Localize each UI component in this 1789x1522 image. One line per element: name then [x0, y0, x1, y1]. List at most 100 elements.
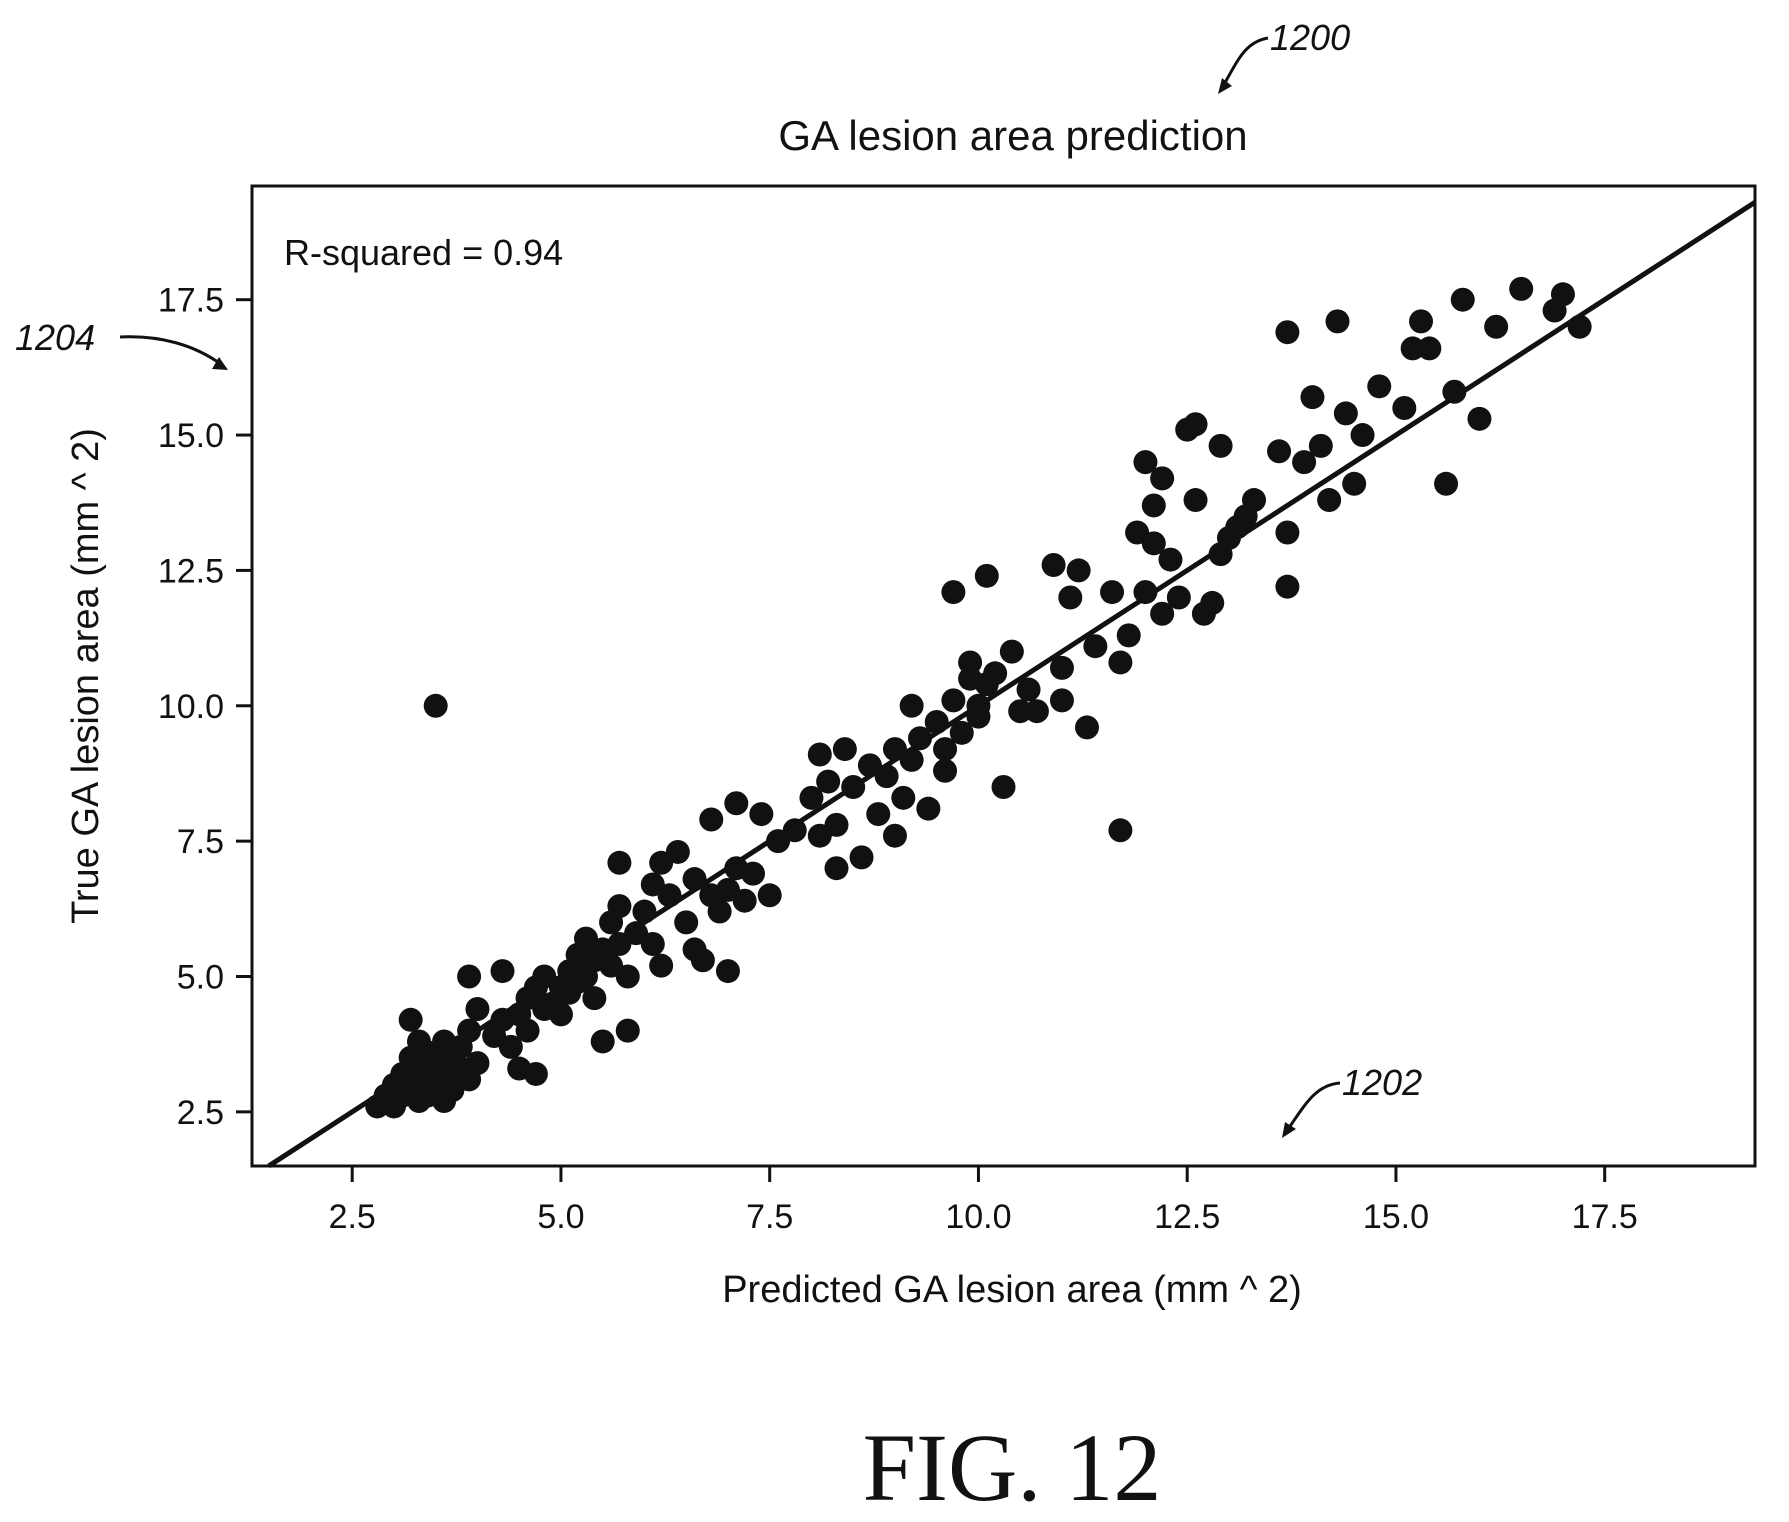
- data-point: [807, 742, 832, 767]
- data-point: [649, 953, 674, 978]
- chart-title: GA lesion area prediction: [778, 112, 1247, 159]
- data-point: [1317, 488, 1342, 513]
- x-axis-label: Predicted GA lesion area (mm ^ 2): [722, 1269, 1302, 1311]
- data-point: [1300, 385, 1325, 410]
- data-point: [1150, 466, 1175, 491]
- data-point: [933, 737, 958, 762]
- data-point: [1442, 379, 1467, 404]
- data-point: [1166, 585, 1191, 610]
- data-point: [1116, 623, 1141, 648]
- data-point: [1108, 818, 1133, 843]
- data-point: [741, 861, 765, 886]
- data-point: [1367, 374, 1392, 399]
- data-point: [732, 888, 757, 913]
- data-point: [657, 883, 682, 908]
- figure-reference-numeral: 1200: [1270, 17, 1350, 58]
- x-tick-label: 2.5: [329, 1198, 376, 1236]
- plot-area: [267, 200, 1757, 1169]
- data-point: [1333, 401, 1358, 426]
- data-point: [1275, 574, 1300, 599]
- x-axis-reference-arrow: [1284, 1081, 1341, 1133]
- data-point: [1016, 677, 1041, 702]
- data-point: [432, 1089, 457, 1114]
- data-point: [423, 693, 448, 718]
- x-tick-label: 7.5: [746, 1198, 793, 1236]
- data-point: [640, 932, 665, 957]
- data-point: [941, 580, 966, 605]
- data-point: [548, 1002, 573, 1027]
- data-point: [707, 899, 732, 924]
- data-point: [1267, 439, 1292, 464]
- data-point: [1141, 531, 1166, 556]
- data-point: [1100, 580, 1125, 605]
- data-point: [941, 688, 966, 713]
- data-point: [949, 720, 974, 745]
- figure-caption: FIG. 12: [863, 1414, 1162, 1521]
- data-point: [607, 850, 632, 875]
- data-point: [1509, 276, 1534, 301]
- data-point: [1141, 493, 1166, 518]
- data-point: [874, 764, 899, 789]
- data-point: [523, 1061, 548, 1086]
- data-point: [933, 758, 958, 783]
- data-point: [607, 894, 632, 919]
- data-point: [615, 1018, 640, 1043]
- y-tick-label: 10.0: [158, 688, 224, 726]
- data-point: [582, 986, 607, 1011]
- y-tick-label: 2.5: [177, 1094, 224, 1132]
- y-tick-label: 12.5: [158, 552, 224, 590]
- data-points: [365, 276, 1592, 1119]
- data-point: [632, 899, 657, 924]
- data-point: [1150, 601, 1175, 626]
- data-point: [816, 769, 841, 794]
- data-point: [824, 812, 849, 837]
- figure-reference-arrow: [1220, 36, 1269, 89]
- data-point: [882, 823, 907, 848]
- data-point: [1325, 309, 1350, 334]
- data-point: [999, 639, 1024, 664]
- data-point: [1308, 433, 1333, 458]
- data-point: [1183, 488, 1208, 513]
- y-axis-reference-numeral: 1204: [15, 317, 95, 358]
- data-point: [1075, 715, 1099, 740]
- data-point: [1567, 314, 1592, 339]
- data-point: [407, 1029, 431, 1054]
- y-tick-label: 7.5: [177, 823, 224, 861]
- data-point: [974, 563, 999, 588]
- data-point: [916, 796, 941, 821]
- data-point: [1409, 309, 1433, 334]
- data-point: [1200, 590, 1225, 615]
- data-point: [490, 959, 515, 984]
- data-point: [908, 726, 932, 751]
- data-point: [1024, 699, 1049, 724]
- data-point: [1434, 471, 1459, 496]
- data-point: [1058, 585, 1083, 610]
- y-tick-label: 17.5: [158, 282, 224, 320]
- data-point: [824, 856, 849, 881]
- data-point: [924, 710, 949, 735]
- data-point: [715, 959, 740, 984]
- x-tick-label: 10.0: [945, 1198, 1011, 1236]
- data-point: [891, 785, 916, 810]
- data-point: [1467, 406, 1492, 431]
- data-point: [1417, 336, 1442, 361]
- data-point: [674, 910, 699, 935]
- data-point: [1400, 336, 1425, 361]
- data-point: [782, 818, 807, 843]
- data-point: [749, 802, 774, 827]
- data-point: [1083, 634, 1108, 659]
- data-point: [1108, 650, 1133, 675]
- data-point: [1158, 547, 1183, 572]
- x-tick-label: 17.5: [1572, 1198, 1638, 1236]
- data-point: [515, 1018, 540, 1043]
- data-point: [832, 737, 857, 762]
- data-point: [1450, 287, 1475, 312]
- y-tick-label: 15.0: [158, 417, 224, 455]
- y-axis-ticks: 2.5 5.0 7.5 10.0 12.5 15.0 17.5: [158, 282, 252, 1132]
- y-tick-label: 5.0: [177, 958, 224, 996]
- data-point: [991, 774, 1016, 799]
- data-point: [1133, 580, 1158, 605]
- y-axis-reference-arrow: [119, 335, 223, 367]
- data-point: [1183, 412, 1208, 437]
- data-point: [1342, 471, 1367, 496]
